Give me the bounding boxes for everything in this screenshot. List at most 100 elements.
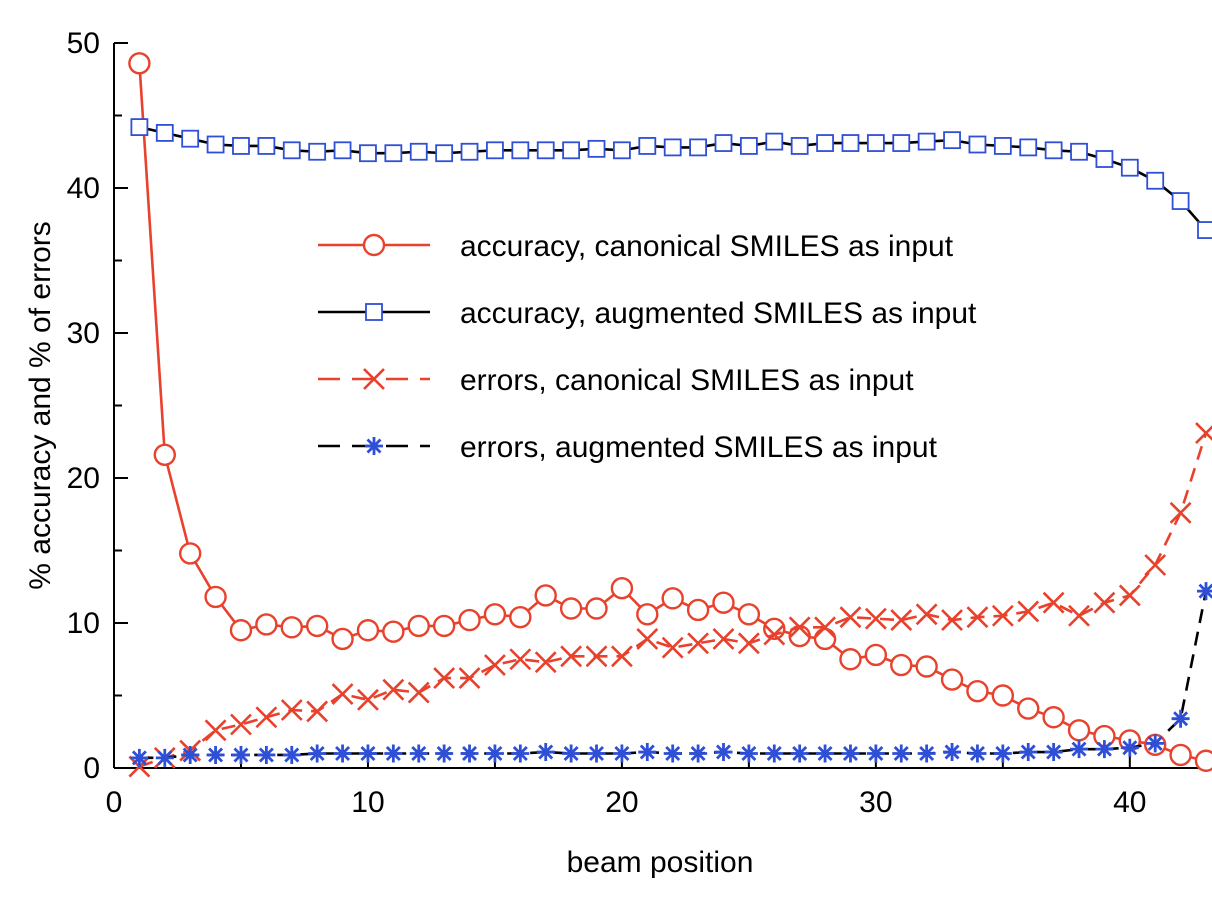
data-point-x <box>1093 591 1116 614</box>
data-point-asterisk <box>765 744 784 763</box>
data-point-x <box>509 648 532 671</box>
series-line <box>139 590 1208 760</box>
data-point-x <box>687 632 710 655</box>
data-point-square <box>435 144 454 163</box>
data-point-x <box>484 654 506 676</box>
x-tick-label: 40 <box>1113 786 1146 819</box>
data-point-asterisk <box>206 745 225 764</box>
data-point-circle <box>1067 719 1091 742</box>
y-tick-label: 50 <box>67 27 100 60</box>
data-point-x <box>1068 604 1090 627</box>
data-point-asterisk <box>841 744 860 763</box>
data-point-x <box>407 681 430 704</box>
data-point-asterisk <box>485 744 504 763</box>
data-point-x <box>331 683 354 705</box>
data-point-asterisk <box>562 744 581 763</box>
data-point-asterisk <box>358 744 377 763</box>
data-point-circle <box>890 653 913 677</box>
legend-label: errors, augmented SMILES as input <box>460 431 938 464</box>
data-point-asterisk <box>587 744 606 763</box>
data-point-circle <box>1194 749 1212 772</box>
x-tick-label: 10 <box>351 786 384 819</box>
data-point-asterisk <box>892 744 911 763</box>
data-point-asterisk <box>917 744 936 763</box>
data-point-x <box>839 606 862 629</box>
data-point-square <box>714 134 733 152</box>
y-axis-title: % accuracy and % of errors <box>24 221 57 589</box>
data-point-asterisk <box>231 745 250 764</box>
data-point-x <box>382 678 405 701</box>
legend: accuracy, canonical SMILES as input accur… <box>318 230 977 464</box>
series-2 <box>130 118 1212 239</box>
data-point-asterisk <box>663 744 682 763</box>
data-point-circle <box>483 603 507 626</box>
data-point-x <box>560 645 583 668</box>
legend-item: errors, augmented SMILES as input <box>318 431 938 464</box>
data-point-asterisk <box>1120 738 1139 757</box>
data-point-square <box>1146 171 1165 190</box>
data-point-square <box>841 134 860 152</box>
y-tick-label: 0 <box>83 752 100 785</box>
data-point-circle <box>255 613 278 636</box>
data-point-x <box>534 651 557 674</box>
series-1 <box>128 52 1212 772</box>
data-point-x <box>1118 584 1141 607</box>
x-axis-title: beam position <box>567 846 754 879</box>
data-point-square <box>663 138 682 157</box>
data-point-square <box>866 134 885 152</box>
data-point-x <box>255 706 278 729</box>
data-point-square <box>536 141 555 160</box>
data-point-asterisk <box>866 744 885 763</box>
data-point-x <box>915 603 938 626</box>
data-point-square <box>765 132 784 151</box>
data-point-asterisk <box>790 744 809 763</box>
data-point-x <box>1144 554 1167 576</box>
data-point-asterisk <box>511 744 530 763</box>
data-point-square <box>1120 158 1139 177</box>
data-point-asterisk <box>638 743 657 762</box>
data-point-square <box>460 142 479 161</box>
data-point-asterisk <box>257 745 276 764</box>
x-tick-label: 30 <box>859 786 892 819</box>
data-point-square <box>968 135 987 154</box>
data-point-square <box>1019 138 1038 157</box>
data-point-square <box>587 139 606 158</box>
data-point-asterisk <box>384 744 403 763</box>
series-line <box>138 63 1207 763</box>
data-point-asterisk <box>689 744 708 763</box>
data-point-asterisk <box>1146 734 1165 753</box>
data-point-x <box>1042 591 1065 614</box>
data-point-circle <box>712 591 735 614</box>
data-point-square <box>130 118 149 136</box>
data-point-circle <box>559 597 583 620</box>
legend-label: accuracy, canonical SMILES as input <box>460 230 954 263</box>
data-point-circle <box>178 542 202 565</box>
data-point-circle <box>204 585 227 609</box>
data-point-asterisk <box>1019 743 1038 762</box>
data-point-square <box>1171 192 1190 210</box>
legend-item: errors, canonical SMILES as input <box>318 364 914 397</box>
series-group <box>128 52 1212 778</box>
data-point-asterisk <box>993 744 1012 763</box>
data-point-circle <box>509 606 532 629</box>
data-point-square <box>1197 221 1212 239</box>
data-point-square <box>511 141 530 160</box>
data-point-square <box>1044 141 1063 160</box>
data-point-circle <box>534 584 557 607</box>
data-point-circle <box>1017 697 1040 720</box>
data-point-square <box>282 141 301 160</box>
data-point-circle <box>305 614 329 638</box>
data-point-circle <box>153 443 176 466</box>
data-point-circle <box>331 627 354 651</box>
data-point-asterisk <box>155 748 174 767</box>
data-point-square <box>359 144 377 163</box>
data-point-square <box>384 144 403 163</box>
data-point-x <box>306 700 329 723</box>
data-point-square <box>917 132 936 151</box>
data-point-circle <box>636 603 659 626</box>
data-point-x <box>991 604 1014 627</box>
data-point-circle <box>128 52 151 75</box>
data-point-square <box>409 142 428 161</box>
data-point-square <box>155 124 174 142</box>
legend-item: accuracy, augmented SMILES as input <box>318 297 977 330</box>
